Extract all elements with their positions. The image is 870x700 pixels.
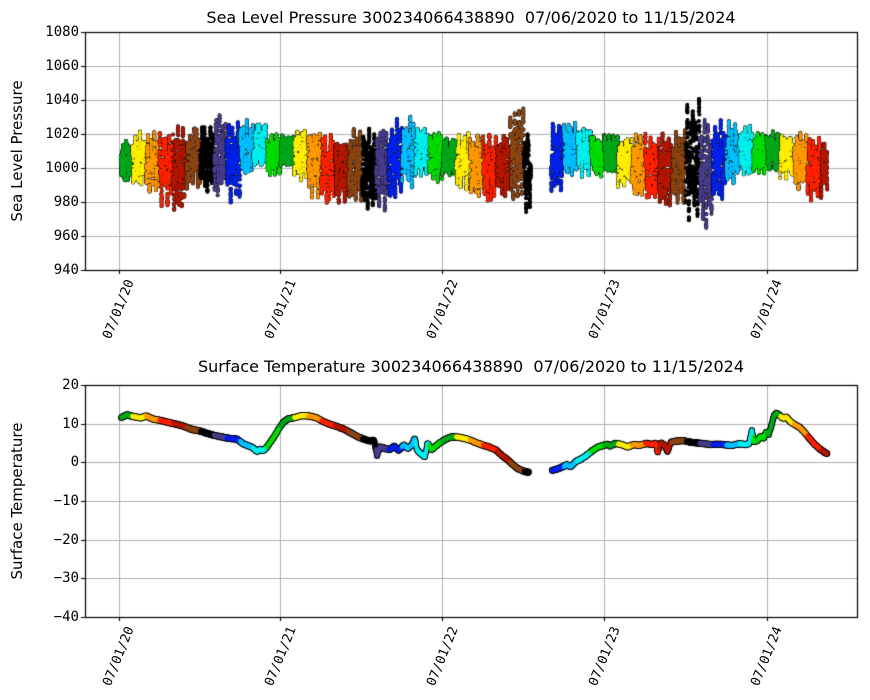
- temperature-ytick--30: −30: [53, 570, 79, 587]
- pressure-plot-title: Sea Level Pressure 300234066438890 07/06…: [206, 8, 736, 27]
- temperature-ytick-0: 0: [70, 454, 79, 471]
- pressure-ytick-1040: 1040: [45, 92, 79, 108]
- temperature-ytick-10: 10: [62, 415, 79, 432]
- pressure-ytick-940: 940: [53, 262, 79, 278]
- pressure-ytick-980: 980: [53, 194, 79, 210]
- temperature-y-axis-label: Surface Temperature: [8, 422, 26, 580]
- temperature-plot-title: Surface Temperature 300234066438890 07/0…: [197, 357, 744, 376]
- temperature-ytick--10: −10: [53, 493, 79, 509]
- pressure-ytick-960: 960: [53, 228, 79, 244]
- pressure-y-axis-label: Sea Level Pressure: [8, 80, 26, 222]
- pressure-ytick-1060: 1060: [45, 58, 79, 74]
- pressure-ytick-1020: 1020: [45, 126, 79, 142]
- temperature-ytick-20: 20: [62, 377, 79, 393]
- temperature-ytick--20: −20: [53, 531, 79, 548]
- pressure-ytick-1000: 1000: [45, 160, 79, 176]
- pressure-ytick-1080: 1080: [45, 24, 79, 40]
- temperature-ytick--40: −40: [53, 609, 79, 625]
